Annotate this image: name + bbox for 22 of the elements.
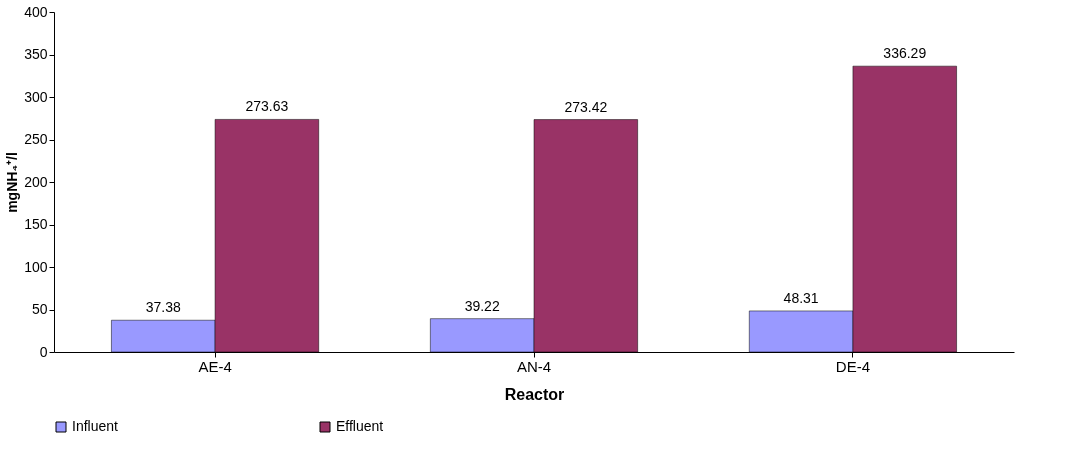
- y-tick-label: 100: [24, 258, 48, 275]
- y-tick-label: 300: [24, 88, 48, 105]
- data-label: 273.42: [564, 98, 608, 115]
- y-tick-label: 200: [24, 173, 48, 190]
- data-label: 273.63: [245, 98, 289, 115]
- data-label: 37.38: [145, 299, 181, 316]
- y-tick-label: 0: [39, 343, 48, 360]
- x-tick-label: DE-4: [835, 357, 871, 375]
- y-tick-label: 150: [24, 216, 48, 232]
- legend-label: Influent: [72, 418, 119, 434]
- legend-label: Effluent: [336, 418, 384, 434]
- x-tick-label: AE-4: [198, 357, 232, 375]
- y-axis-title: mgNH₄⁺/l: [4, 152, 21, 213]
- data-label: 336.29: [883, 45, 927, 62]
- x-tick-label: AN-4: [516, 357, 552, 375]
- data-label: 39.22: [464, 297, 500, 314]
- y-tick-label: 250: [24, 131, 48, 147]
- x-axis-title: Reactor: [504, 385, 565, 403]
- y-tick-label: 350: [24, 46, 48, 62]
- y-tick-label: 400: [24, 3, 48, 20]
- data-label: 48.31: [783, 289, 819, 306]
- y-tick-label: 50: [31, 301, 48, 317]
